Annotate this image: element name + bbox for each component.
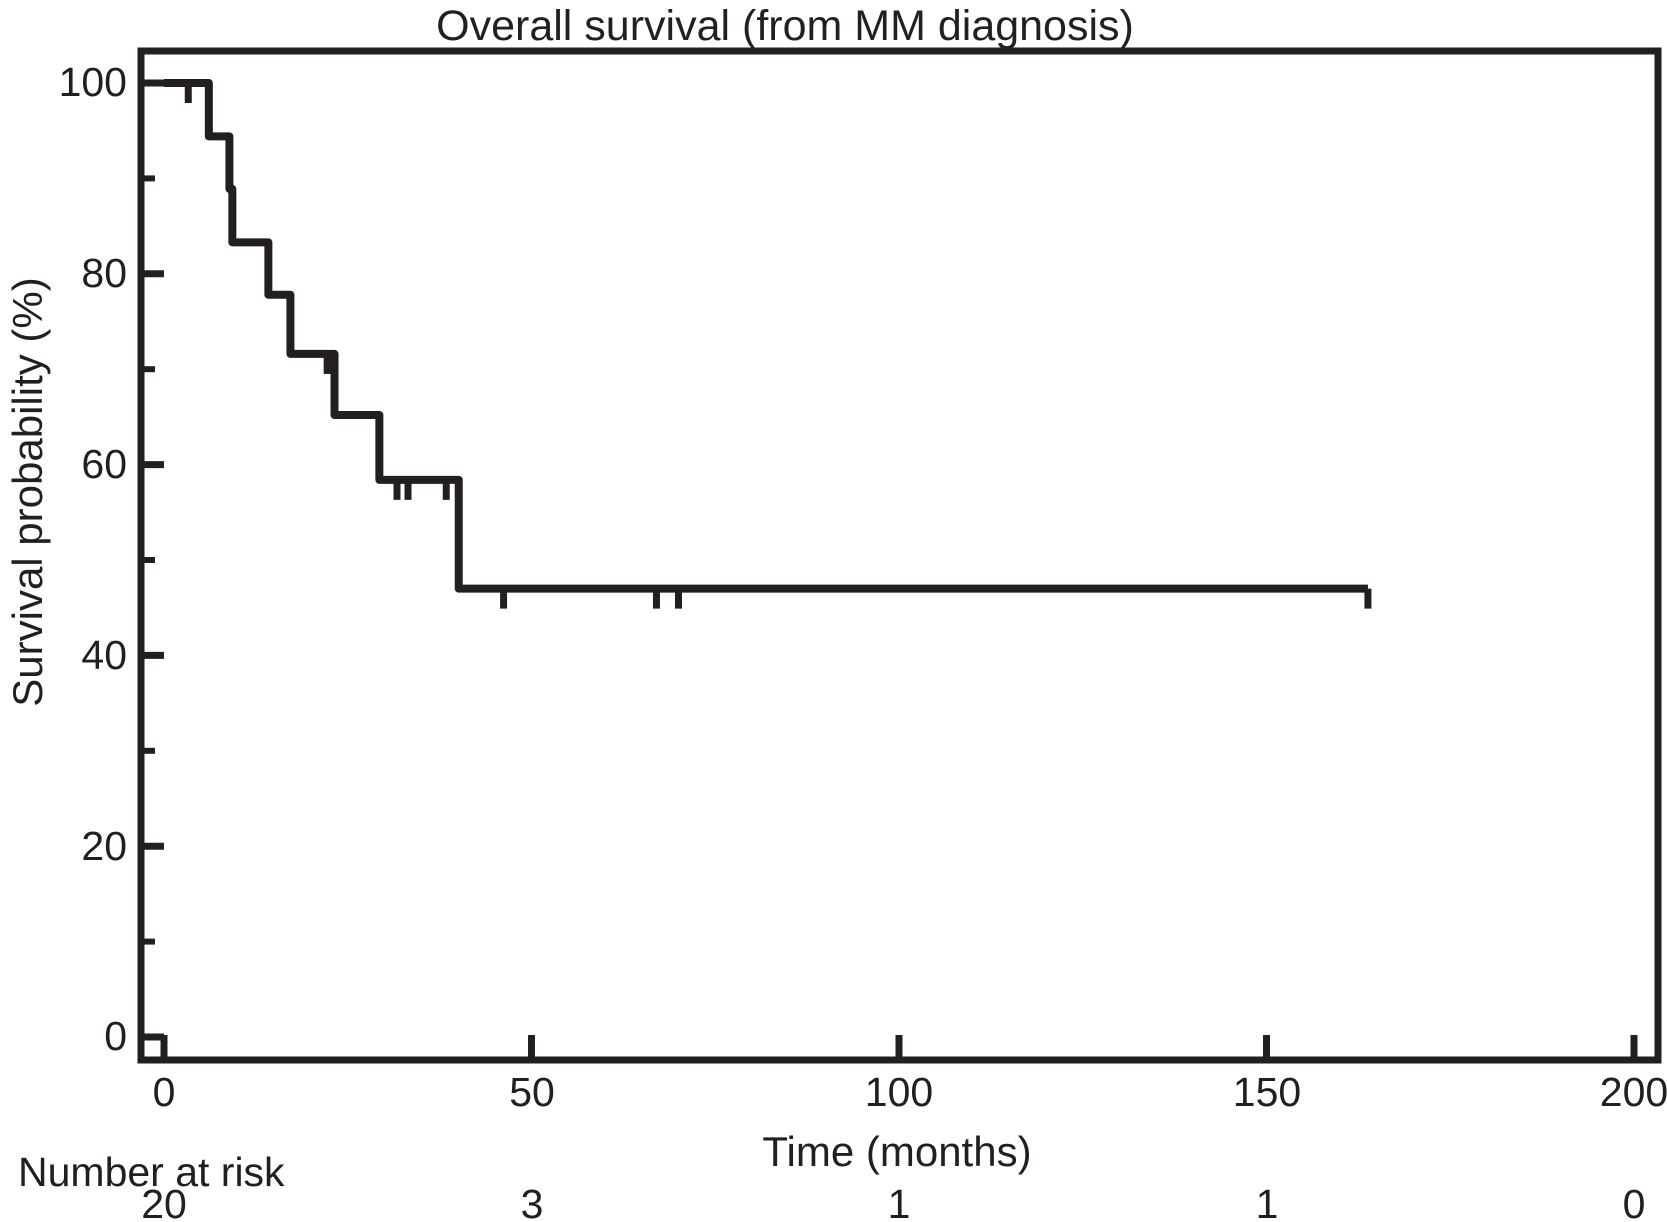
y-tick-label-60: 60 — [81, 441, 127, 487]
risk-count-t100: 1 — [887, 1181, 911, 1222]
risk-count-t0: 20 — [141, 1181, 187, 1222]
x-tick-label-50: 50 — [509, 1069, 555, 1115]
y-tick-label-20: 20 — [81, 823, 127, 869]
y-tick-label-100: 100 — [58, 59, 127, 105]
x-tick-label-100: 100 — [864, 1069, 934, 1115]
risk-count-t50: 3 — [520, 1181, 544, 1222]
chart-title: Overall survival (from MM diagnosis) — [436, 2, 1134, 50]
y-tick-label-80: 80 — [81, 250, 127, 296]
y-tick-label-40: 40 — [81, 632, 127, 678]
number-at-risk-label: Number at risk — [18, 1149, 285, 1195]
risk-count-t150: 1 — [1255, 1181, 1279, 1222]
x-tick-label-150: 150 — [1232, 1069, 1302, 1115]
y-tick-label-0: 0 — [104, 1013, 127, 1059]
survival-curve — [164, 79, 1368, 593]
x-tick-label-0: 0 — [152, 1069, 176, 1115]
plot-frame — [137, 47, 1662, 1064]
risk-count-t200: 0 — [1622, 1181, 1646, 1222]
x-axis-label: Time (months) — [762, 1128, 1032, 1175]
x-tick-label-200: 200 — [1599, 1069, 1667, 1115]
